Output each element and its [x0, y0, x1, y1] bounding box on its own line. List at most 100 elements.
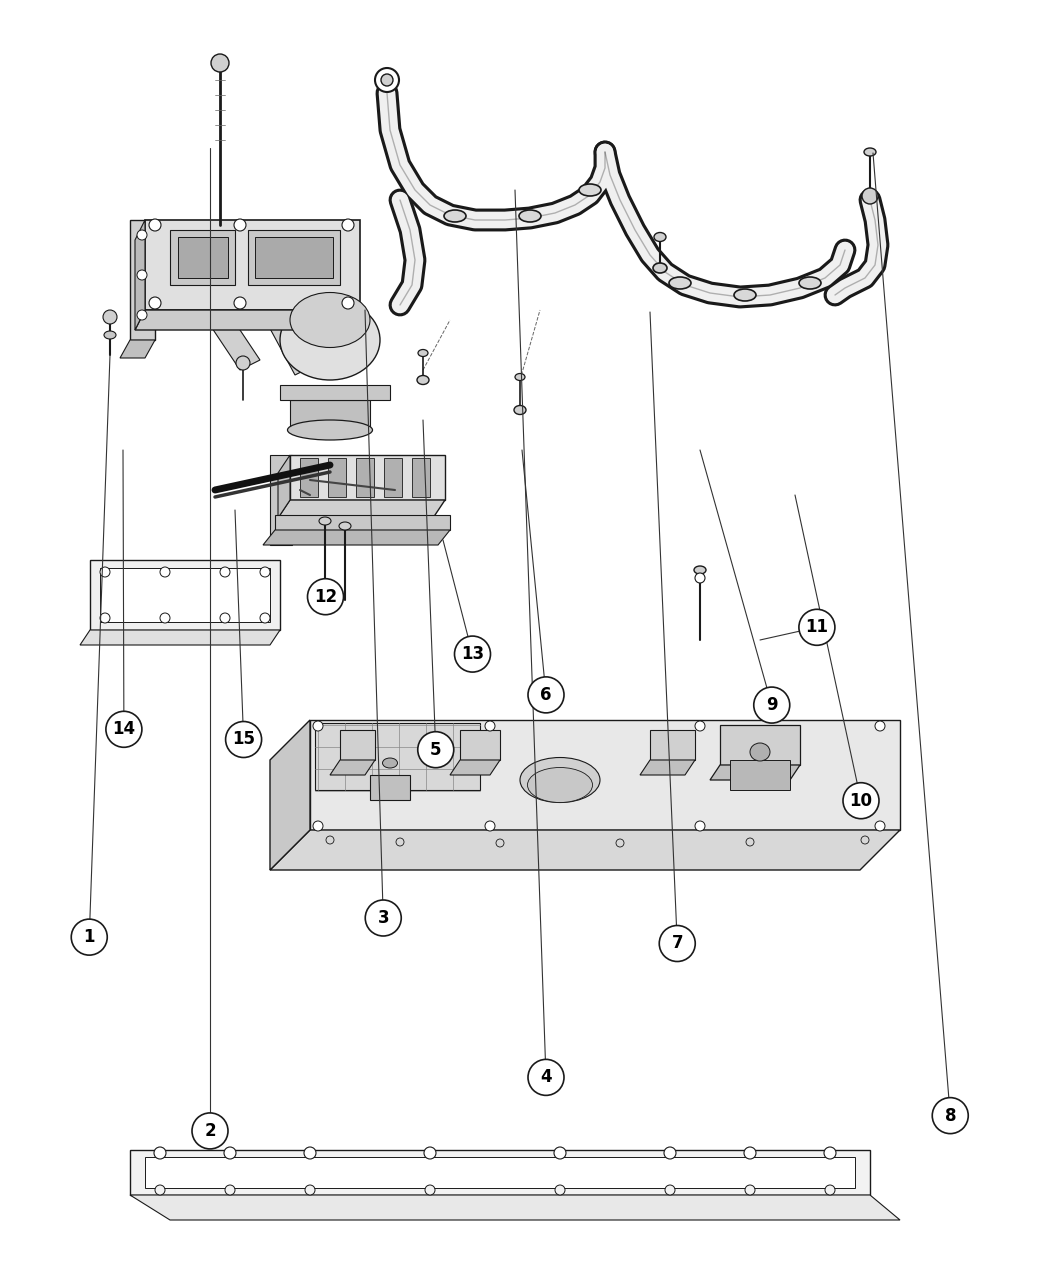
- Text: 10: 10: [849, 792, 873, 810]
- Ellipse shape: [514, 405, 526, 414]
- Circle shape: [160, 567, 170, 578]
- Text: 12: 12: [314, 588, 337, 606]
- Polygon shape: [130, 1150, 870, 1195]
- Polygon shape: [280, 385, 390, 400]
- Circle shape: [665, 1184, 675, 1195]
- Circle shape: [220, 567, 230, 578]
- Circle shape: [192, 1113, 228, 1149]
- Circle shape: [225, 1184, 235, 1195]
- Text: 14: 14: [112, 720, 135, 738]
- Text: 1: 1: [84, 928, 94, 946]
- Circle shape: [381, 74, 393, 85]
- Polygon shape: [290, 400, 370, 430]
- Polygon shape: [450, 760, 500, 775]
- Circle shape: [342, 219, 354, 231]
- Circle shape: [71, 919, 107, 955]
- Circle shape: [100, 567, 110, 578]
- Text: 11: 11: [805, 618, 828, 636]
- Text: 7: 7: [671, 935, 684, 952]
- Circle shape: [149, 297, 161, 309]
- Circle shape: [695, 821, 705, 831]
- Circle shape: [342, 297, 354, 309]
- Polygon shape: [315, 723, 480, 790]
- Circle shape: [326, 836, 334, 844]
- Circle shape: [308, 579, 343, 615]
- Polygon shape: [145, 1156, 855, 1188]
- Circle shape: [485, 720, 495, 731]
- Circle shape: [100, 613, 110, 623]
- Ellipse shape: [382, 759, 398, 768]
- Circle shape: [234, 219, 246, 231]
- Polygon shape: [356, 458, 374, 497]
- Circle shape: [136, 310, 147, 320]
- Circle shape: [106, 711, 142, 747]
- Circle shape: [875, 720, 885, 731]
- Polygon shape: [384, 458, 402, 497]
- Circle shape: [843, 783, 879, 819]
- Circle shape: [154, 1148, 166, 1159]
- Polygon shape: [270, 455, 292, 544]
- Text: 6: 6: [541, 686, 551, 704]
- Circle shape: [455, 636, 490, 672]
- Text: 15: 15: [232, 731, 255, 748]
- Circle shape: [496, 839, 504, 847]
- Circle shape: [375, 68, 399, 92]
- Circle shape: [861, 836, 869, 844]
- Polygon shape: [260, 300, 315, 375]
- Circle shape: [875, 821, 885, 831]
- Bar: [370, 775, 410, 799]
- Ellipse shape: [288, 419, 373, 440]
- Polygon shape: [170, 230, 235, 286]
- Circle shape: [746, 838, 754, 847]
- Circle shape: [313, 821, 323, 831]
- Circle shape: [528, 1060, 564, 1095]
- Circle shape: [365, 900, 401, 936]
- Circle shape: [932, 1098, 968, 1133]
- Circle shape: [260, 613, 270, 623]
- Circle shape: [616, 839, 624, 847]
- Polygon shape: [120, 340, 155, 358]
- Polygon shape: [340, 731, 375, 760]
- Text: 5: 5: [430, 741, 441, 759]
- Circle shape: [234, 297, 246, 309]
- Ellipse shape: [669, 277, 691, 289]
- Ellipse shape: [417, 376, 429, 385]
- Bar: [730, 760, 790, 790]
- Ellipse shape: [653, 263, 667, 273]
- Polygon shape: [130, 1195, 900, 1220]
- Circle shape: [799, 609, 835, 645]
- Polygon shape: [255, 237, 333, 278]
- Polygon shape: [135, 221, 145, 330]
- Circle shape: [555, 1184, 565, 1195]
- Polygon shape: [145, 221, 360, 310]
- Circle shape: [304, 1148, 316, 1159]
- Polygon shape: [178, 237, 228, 278]
- Circle shape: [313, 720, 323, 731]
- Ellipse shape: [290, 292, 370, 348]
- Polygon shape: [278, 455, 290, 518]
- Ellipse shape: [750, 743, 770, 761]
- Ellipse shape: [519, 210, 541, 222]
- Circle shape: [211, 54, 229, 71]
- Text: 8: 8: [945, 1107, 956, 1125]
- Text: 13: 13: [461, 645, 484, 663]
- Ellipse shape: [514, 374, 525, 380]
- Ellipse shape: [280, 300, 380, 380]
- Ellipse shape: [319, 516, 331, 525]
- Circle shape: [149, 219, 161, 231]
- Ellipse shape: [579, 184, 601, 196]
- Polygon shape: [262, 530, 450, 544]
- Ellipse shape: [444, 210, 466, 222]
- Circle shape: [236, 356, 250, 370]
- Ellipse shape: [799, 277, 821, 289]
- Circle shape: [304, 1184, 315, 1195]
- Circle shape: [862, 187, 878, 204]
- Circle shape: [754, 687, 790, 723]
- Polygon shape: [80, 630, 280, 645]
- Text: 3: 3: [377, 909, 390, 927]
- Polygon shape: [650, 731, 695, 760]
- Ellipse shape: [104, 332, 116, 339]
- Polygon shape: [90, 560, 280, 630]
- Polygon shape: [412, 458, 430, 497]
- Polygon shape: [278, 500, 445, 518]
